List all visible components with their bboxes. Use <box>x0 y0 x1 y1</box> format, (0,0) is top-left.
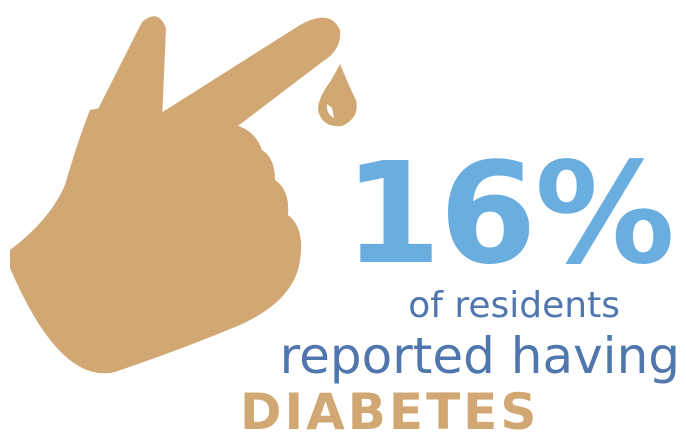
stat-caption-line-1: of residents <box>408 285 620 326</box>
index-finger <box>150 17 341 132</box>
hand-shape <box>10 16 341 374</box>
blood-drop-highlight <box>326 104 334 118</box>
diabetes-percentage: 16% <box>343 133 675 296</box>
blood-drop-icon <box>318 64 357 127</box>
palm <box>10 106 302 374</box>
stat-caption-line-2: reported having <box>279 327 680 385</box>
finger-prick-hand-icon <box>10 16 357 374</box>
middle-finger <box>95 16 166 121</box>
stat-keyword: DIABETES <box>240 383 540 441</box>
